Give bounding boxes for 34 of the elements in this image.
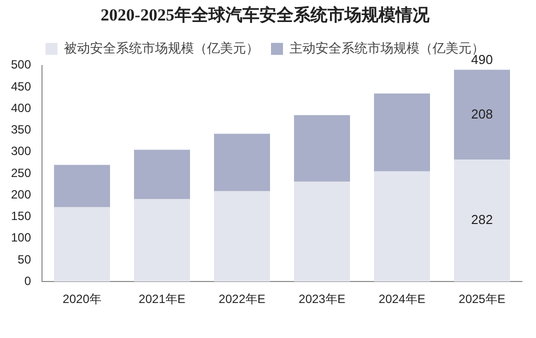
y-tick-label: 0 [24,274,32,288]
bar [374,94,430,172]
bar [454,70,510,160]
bar [294,182,350,282]
data-label: 282 [471,212,493,228]
x-tick-label: 2022年E [218,292,266,306]
bar [294,115,350,182]
bar [454,160,510,282]
y-tick-label: 450 [10,79,32,94]
legend-label: 主动安全系统市场规模（亿美元） [290,40,484,56]
bar [54,164,110,208]
y-tick-label: 150 [10,209,32,224]
bar [134,150,190,200]
y-tick-label: 250 [10,166,32,180]
bar [214,134,270,192]
x-tick-label: 2025年E [458,292,506,306]
y-tick-label: 200 [10,187,32,202]
y-tick-label: 350 [10,122,32,137]
x-tick-label: 2023年E [298,292,346,306]
chart-title: 2020-2025年全球汽车安全系统市场规模情况 [100,6,430,25]
bar [214,191,270,282]
x-tick-label: 2024年E [378,292,426,306]
x-tick-label: 2021年E [138,292,186,306]
bar [374,171,430,282]
data-label: 208 [471,106,493,122]
y-tick-label: 300 [10,144,32,158]
y-tick-label: 500 [10,58,32,72]
bar [54,207,110,282]
legend-label: 被动安全系统市场规模（亿美元） [64,40,259,56]
bar [134,199,190,282]
y-tick-label: 100 [10,230,32,245]
x-tick-label: 2020年 [62,292,102,306]
y-tick-label: 50 [18,252,32,266]
y-tick-label: 400 [10,100,32,115]
